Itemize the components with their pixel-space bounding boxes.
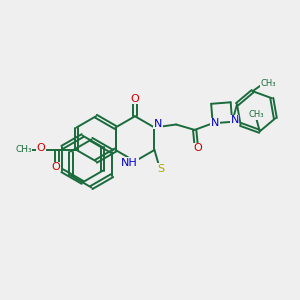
Text: NH: NH [121, 158, 138, 168]
Text: O: O [193, 143, 202, 154]
Text: O: O [51, 162, 60, 172]
Text: O: O [37, 142, 46, 153]
Text: N: N [230, 115, 239, 125]
Text: O: O [130, 94, 140, 104]
Text: N: N [211, 118, 219, 128]
Text: CH₃: CH₃ [249, 110, 265, 119]
Text: CH₃: CH₃ [15, 146, 32, 154]
Text: CH₃: CH₃ [261, 79, 276, 88]
Text: N: N [154, 119, 162, 129]
Text: S: S [157, 164, 164, 174]
